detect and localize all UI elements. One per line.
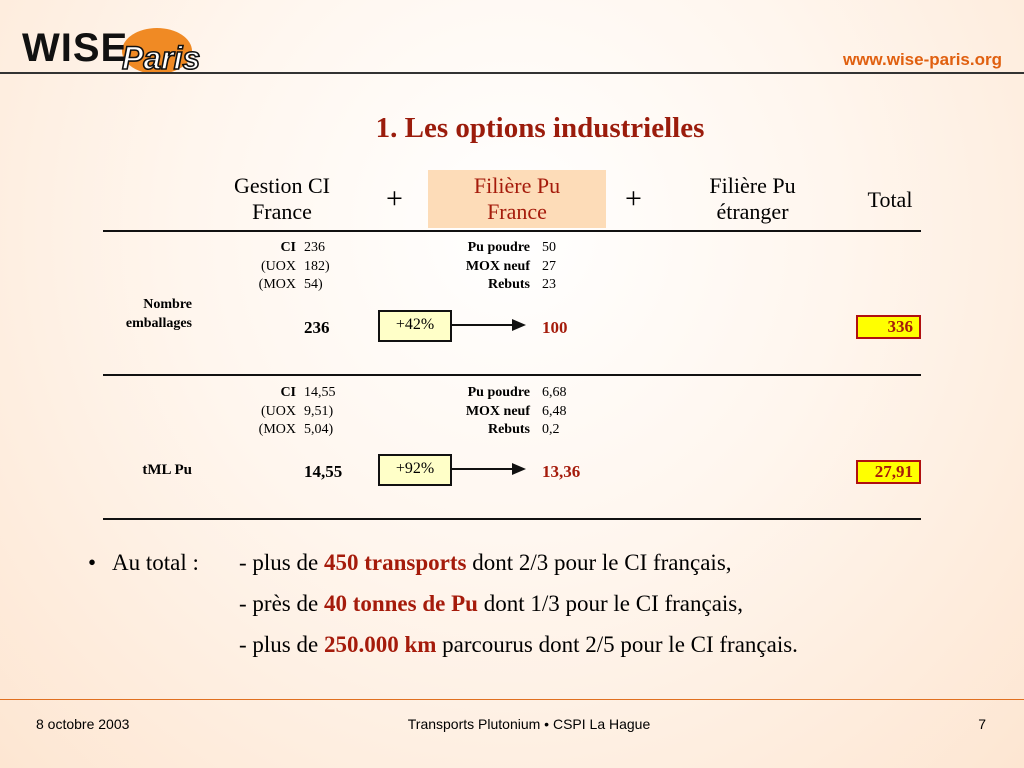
row-label-line: Nombre	[143, 297, 192, 312]
pu-poudre-value: 6,68	[542, 385, 567, 400]
summary-line-transports: - plus de 450 transports dont 2/3 pour l…	[239, 550, 732, 576]
summary-text: - plus de	[239, 632, 324, 657]
rebuts-value: 23	[542, 277, 556, 292]
uox-value: 9,51)	[304, 403, 334, 419]
footer-date: 8 octobre 2003	[36, 716, 130, 732]
summary-highlight: 450 transports	[323, 550, 467, 575]
arrow-right-icon	[512, 463, 526, 475]
summary-highlight: 40 tonnes de Pu	[323, 591, 478, 616]
ci-breakdown-values: 236 182) 54)	[304, 239, 354, 295]
pu-total-value: 13,36	[542, 462, 581, 481]
ci-label: CI	[280, 240, 296, 255]
wise-paris-logo: WISE Paris	[22, 26, 247, 77]
summary-text: - près de	[239, 591, 324, 616]
plus-sign: +	[625, 182, 642, 215]
summary-text: - plus de	[239, 550, 324, 575]
column-header-line: France	[252, 199, 312, 224]
increase-percentage-box: +42%	[378, 310, 452, 342]
logo-paris-text: Paris	[121, 39, 201, 77]
ci-breakdown-labels: CI (UOX (MOX	[240, 239, 296, 295]
mox-value: 5,04)	[304, 422, 334, 437]
logo-wise-text: WISE	[22, 26, 129, 70]
footer-title: Transports Plutonium • CSPI La Hague	[407, 716, 651, 732]
mox-neuf-value: 6,48	[542, 403, 567, 419]
mox-label: (MOX	[258, 277, 296, 292]
ci-total-value: 236	[304, 318, 330, 337]
ci-breakdown-values: 14,55 9,51) 5,04)	[304, 384, 354, 440]
rebuts-value: 0,2	[542, 422, 560, 437]
ci-value: 14,55	[304, 385, 336, 400]
pu-breakdown-values: 6,68 6,48 0,2	[542, 384, 592, 440]
column-header-gestion-ci: Gestion CI France	[212, 173, 352, 225]
table-rule-bottom	[103, 518, 921, 520]
row-label-nombre-emballages: Nombre emballages	[100, 295, 192, 333]
mox-label: (MOX	[258, 422, 296, 437]
pu-total-value: 100	[542, 318, 568, 337]
table-rule-top	[103, 230, 921, 232]
mox-neuf-label: MOX neuf	[465, 403, 530, 419]
summary-text: dont 2/3 pour le CI français,	[466, 550, 732, 575]
summary-text: parcourus dont 2/5 pour le CI français.	[436, 632, 798, 657]
ci-value: 236	[304, 240, 325, 255]
ci-breakdown-labels: CI (UOX (MOX	[240, 384, 296, 440]
column-header-line: Filière Pu	[709, 173, 796, 198]
pu-poudre-value: 50	[542, 240, 556, 255]
summary-label: Au total :	[112, 550, 199, 575]
grand-total-box: 336	[856, 315, 921, 339]
ci-label: CI	[280, 385, 296, 400]
summary-text: dont 1/3 pour le CI français,	[477, 591, 744, 616]
row-label-line: emballages	[125, 316, 192, 331]
uox-label: (UOX	[261, 403, 296, 419]
column-header-line: Gestion CI	[234, 173, 330, 198]
pu-poudre-label: Pu poudre	[467, 240, 530, 255]
arrow-line	[452, 324, 514, 326]
arrow-right-icon	[512, 319, 526, 331]
summary-line-tonnes: - près de 40 tonnes de Pu dont 1/3 pour …	[239, 591, 743, 617]
row-label-tml-pu: tML Pu	[142, 462, 192, 478]
page-number: 7	[978, 716, 986, 732]
footer-divider	[0, 699, 1024, 700]
pu-breakdown-labels: Pu poudre MOX neuf Rebuts	[430, 384, 530, 440]
header-divider	[0, 72, 1024, 74]
plus-sign: +	[386, 182, 403, 215]
pu-breakdown-labels: Pu poudre MOX neuf Rebuts	[430, 239, 530, 295]
arrow-line	[452, 468, 514, 470]
summary-highlight: 250.000 km	[323, 632, 437, 657]
logo-orange-ellipse	[122, 28, 192, 74]
ci-total-value: 14,55	[304, 462, 343, 481]
column-header-total: Total	[867, 187, 913, 212]
mox-neuf-value: 27	[542, 258, 556, 274]
bullet-icon: •	[88, 550, 97, 575]
table-rule-middle	[103, 374, 921, 376]
column-header-line: étranger	[716, 199, 789, 224]
uox-value: 182)	[304, 258, 330, 274]
rebuts-label: Rebuts	[487, 422, 530, 437]
increase-percentage-box: +92%	[378, 454, 452, 486]
rebuts-label: Rebuts	[487, 277, 530, 292]
column-header-filiere-france: Filière Pu France	[428, 170, 606, 228]
pu-breakdown-values: 50 27 23	[542, 239, 592, 295]
column-header-line: France	[487, 199, 547, 224]
slide-title: 1. Les options industrielles	[375, 112, 705, 144]
summary-line-km: - plus de 250.000 km parcourus dont 2/5 …	[239, 632, 798, 658]
column-header-line: Filière Pu	[473, 173, 561, 198]
mox-neuf-label: MOX neuf	[465, 258, 530, 274]
mox-value: 54)	[304, 277, 323, 292]
grand-total-box: 27,91	[856, 460, 921, 484]
uox-label: (UOX	[261, 258, 296, 274]
website-url[interactable]: www.wise-paris.org	[842, 50, 1002, 69]
pu-poudre-label: Pu poudre	[467, 385, 530, 400]
column-header-filiere-etranger: Filière Pu étranger	[680, 173, 825, 225]
